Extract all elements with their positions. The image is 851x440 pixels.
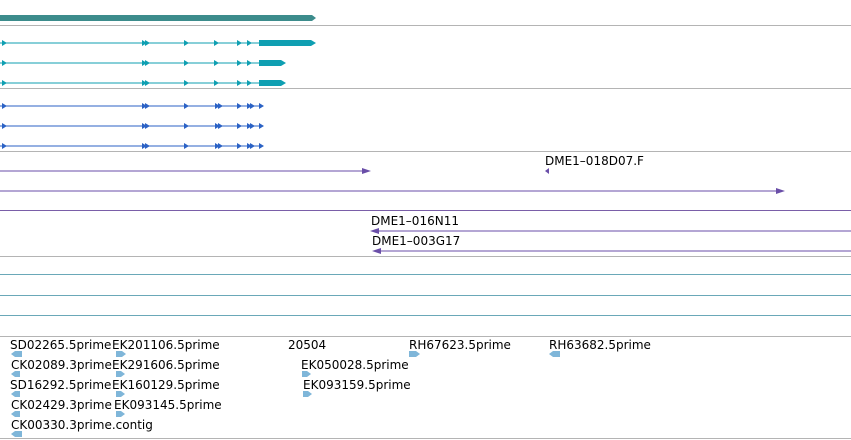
strand-arrow-icon <box>302 371 311 377</box>
est-SD02265[interactable]: SD02265.5prime <box>10 338 111 357</box>
exon-block-icon <box>2 143 264 149</box>
clone-label-003G17: DME1–003G17 <box>372 234 460 248</box>
est-label: EK093145.5prime <box>114 398 222 412</box>
track-dividers <box>0 25 851 439</box>
clone-feature-003G17[interactable]: DME1–003G17 <box>372 234 851 254</box>
est-RH67623[interactable]: RH67623.5prime <box>409 338 511 357</box>
est-EK160129[interactable]: EK160129.5prime <box>112 378 220 397</box>
clone-feature-016N11[interactable]: DME1–016N11 <box>370 214 851 234</box>
est-label: RH63682.5prime <box>549 338 651 352</box>
strand-arrow-icon <box>776 188 785 194</box>
est-EK093145[interactable]: EK093145.5prime <box>114 398 222 417</box>
exon-block-icon <box>2 60 286 66</box>
exon-block-icon <box>2 123 264 129</box>
est-label: EK291606.5prime <box>112 358 220 372</box>
transcript-blue-3[interactable] <box>0 143 264 149</box>
est-EK201106[interactable]: EK201106.5prime <box>112 338 220 357</box>
clone-label-016N11: DME1–016N11 <box>371 214 459 228</box>
transcript-cyan-1[interactable] <box>0 40 316 46</box>
strand-arrow-icon <box>362 168 371 174</box>
strand-arrow-icon <box>372 248 381 254</box>
est-SD16292[interactable]: SD16292.5prime <box>10 378 111 397</box>
strand-arrow-icon <box>116 351 126 357</box>
est-label: CK02429.3prime <box>11 398 112 412</box>
est-track: SD02265.5prime EK201106.5prime 20504 RH6… <box>10 338 651 437</box>
strand-arrow-icon <box>303 391 312 397</box>
transcript-blue-1[interactable] <box>0 103 264 109</box>
strand-arrow-icon <box>116 391 125 397</box>
strand-arrow-icon <box>116 411 125 417</box>
est-label: EK093159.5prime <box>303 378 411 392</box>
strand-arrow-icon <box>370 228 379 234</box>
transcript-blue-2[interactable] <box>0 123 264 129</box>
strand-arrow-icon <box>312 15 316 21</box>
exon-block-icon <box>2 80 286 86</box>
est-label: SD02265.5prime <box>10 338 111 352</box>
est-CK00330[interactable]: CK00330.3prime.contig <box>11 418 153 437</box>
est-EK050028[interactable]: EK050028.5prime <box>301 358 409 377</box>
est-label: 20504 <box>288 338 326 352</box>
est-20504[interactable]: 20504 <box>288 338 326 352</box>
strand-arrow-icon <box>11 391 20 397</box>
strand-arrow-icon <box>11 431 22 437</box>
clone-feature-2[interactable] <box>0 188 785 194</box>
transcript-cyan-3[interactable] <box>0 80 286 86</box>
est-EK093159[interactable]: EK093159.5prime <box>303 378 411 397</box>
est-CK02089[interactable]: CK02089.3prime <box>11 358 112 377</box>
exon-block-icon <box>2 103 264 109</box>
clone-feature-018D07[interactable]: DME1–018D07.F <box>545 154 644 174</box>
est-label: SD16292.5prime <box>10 378 111 392</box>
est-label: EK201106.5prime <box>112 338 220 352</box>
strand-arrow-icon <box>549 351 560 357</box>
transcript-cyan-2[interactable] <box>0 60 286 66</box>
strand-arrow-icon <box>11 351 22 357</box>
cdna-track-lines <box>0 256 851 316</box>
est-label: CK02089.3prime <box>11 358 112 372</box>
strand-arrow-icon <box>11 371 20 377</box>
est-CK02429[interactable]: CK02429.3prime <box>11 398 112 417</box>
est-RH63682[interactable]: RH63682.5prime <box>549 338 651 357</box>
est-label: EK160129.5prime <box>112 378 220 392</box>
clone-label-018D07: DME1–018D07.F <box>545 154 644 168</box>
est-label: CK00330.3prime.contig <box>11 418 153 432</box>
est-EK291606[interactable]: EK291606.5prime <box>112 358 220 377</box>
strand-arrow-icon <box>116 371 125 377</box>
strand-arrow-icon <box>545 168 549 174</box>
clone-feature-1[interactable] <box>0 168 371 174</box>
strand-arrow-icon <box>409 351 420 357</box>
est-label: EK050028.5prime <box>301 358 409 372</box>
est-label: RH67623.5prime <box>409 338 511 352</box>
gene-span[interactable] <box>0 15 316 21</box>
exon-block-icon <box>2 40 316 46</box>
strand-arrow-icon <box>11 411 20 417</box>
